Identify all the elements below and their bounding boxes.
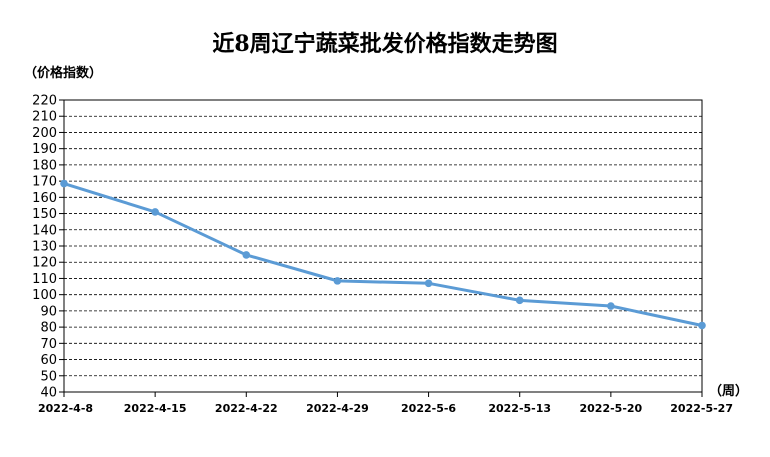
y-tick-label: 190 <box>32 142 57 157</box>
axes <box>59 99 703 397</box>
data-point <box>333 277 342 285</box>
x-tick-labels: 2022-4-8 2022-4-15 2022-4-22 2022-4-29 2022-… <box>38 402 733 415</box>
x-tick-label: 2022-4-22 <box>215 402 278 415</box>
x-tick-label: 2022-5-20 <box>579 402 642 415</box>
data-point <box>60 179 68 188</box>
y-tick-label: 150 <box>32 207 57 222</box>
y-tick-label: 110 <box>32 272 57 287</box>
series-line <box>63 182 703 327</box>
x-axis-unit-label: （周） <box>709 384 749 399</box>
y-tick-label: 80 <box>40 321 57 336</box>
data-point <box>242 251 251 259</box>
y-tick-label: 60 <box>40 353 57 368</box>
y-tick-label: 90 <box>40 304 57 319</box>
y-tick-label: 210 <box>32 110 57 125</box>
y-tick-label: 180 <box>32 158 57 173</box>
data-point <box>607 302 615 310</box>
y-tick-label: 140 <box>32 223 57 238</box>
y-tick-label: 220 <box>32 94 57 109</box>
x-tick-label: 2022-5-13 <box>488 402 551 415</box>
grid-lines <box>64 99 702 377</box>
data-point <box>151 208 159 216</box>
y-tick-label: 170 <box>32 175 57 190</box>
x-tick-label: 2022-4-8 <box>38 402 93 415</box>
data-point <box>515 296 524 305</box>
x-tick-label: 2022-5-6 <box>401 402 456 415</box>
y-tick-label: 100 <box>32 288 57 303</box>
y-tick-label: 130 <box>32 240 57 255</box>
y-tick-label: 160 <box>32 191 57 206</box>
x-tick-label: 2022-5-27 <box>670 402 733 415</box>
data-point <box>424 279 433 288</box>
y-tick-label: 120 <box>32 256 57 271</box>
y-tick-label: 70 <box>40 337 57 352</box>
chart-title: 近8周辽宁蔬菜批发价格指数走势图 <box>212 31 558 57</box>
y-axis-unit-label: （价格指数） <box>24 66 103 81</box>
x-tick-label: 2022-4-29 <box>306 402 369 415</box>
data-series <box>60 179 706 330</box>
plot-border <box>63 99 703 393</box>
y-tick-label: 50 <box>40 369 57 384</box>
data-point <box>698 321 706 330</box>
x-tick-label: 2022-4-15 <box>124 402 187 415</box>
y-tick-label: 200 <box>32 126 57 141</box>
y-tick-label: 40 <box>40 386 57 401</box>
